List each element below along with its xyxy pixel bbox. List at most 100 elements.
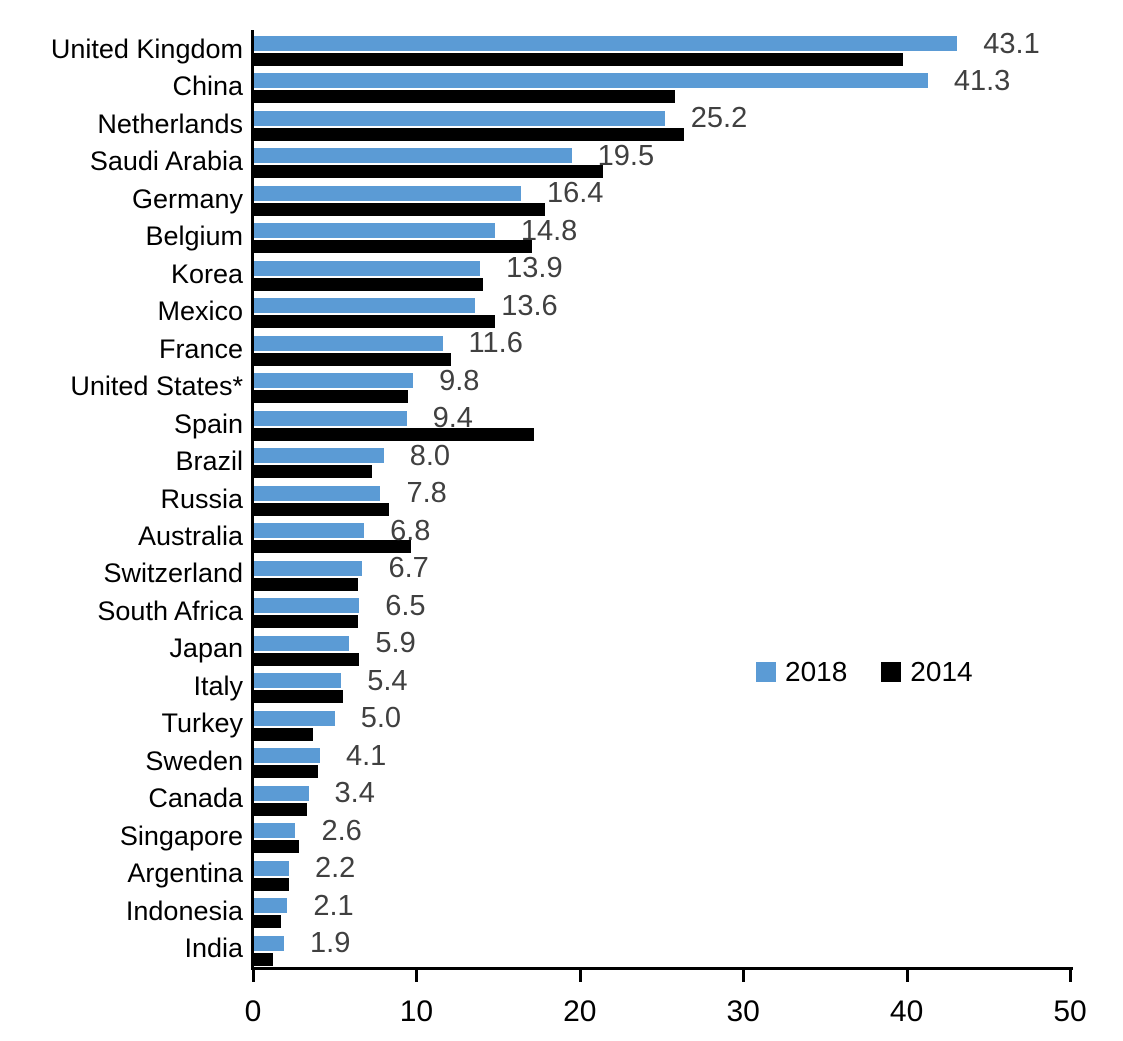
- category-label-spain: Spain: [173, 408, 243, 439]
- value-label-japan: 5.9: [375, 627, 416, 660]
- value-label-sweden: 4.1: [345, 739, 387, 772]
- legend-swatch-2014-icon: [881, 662, 902, 682]
- bar-2018-india: [253, 935, 285, 951]
- bar-2018-australia: [253, 523, 365, 539]
- bar-2018-united-states: [253, 373, 414, 389]
- bar-2018-south-africa: [253, 598, 360, 614]
- bar-2014-australia: [253, 540, 412, 554]
- category-label-australia: Australia: [137, 520, 243, 551]
- bar-2018-russia: [253, 485, 381, 501]
- bar-2014-korea: [253, 277, 484, 291]
- x-axis-tick-50: [1069, 970, 1072, 982]
- bar-2018-japan: [253, 635, 350, 651]
- value-label-saudi-arabia: 19.5: [597, 139, 655, 172]
- bar-2014-saudi-arabia: [253, 165, 603, 179]
- category-label-united-states: United States*: [70, 371, 243, 402]
- bar-2018-belgium: [253, 223, 495, 239]
- value-label-italy: 5.4: [367, 664, 408, 697]
- bar-2014-japan: [253, 652, 360, 666]
- bar-2014-turkey: [253, 727, 314, 741]
- x-axis-tick-label-50: 50: [1053, 995, 1087, 1028]
- bar-2018-argentina: [253, 860, 289, 876]
- category-label-brazil: Brazil: [175, 446, 243, 477]
- bar-2018-italy: [253, 673, 342, 689]
- category-label-germany: Germany: [131, 183, 243, 214]
- category-label-south-africa: South Africa: [97, 595, 243, 626]
- value-label-netherlands: 25.2: [690, 102, 748, 135]
- bar-2018-germany: [253, 185, 521, 201]
- value-label-russia: 7.8: [406, 477, 447, 510]
- value-label-india: 1.9: [310, 927, 351, 960]
- x-axis-tick-30: [742, 970, 746, 982]
- bar-2014-sweden: [253, 765, 319, 779]
- value-label-indonesia: 2.1: [313, 889, 354, 922]
- bar-2014-indonesia: [253, 915, 281, 929]
- x-axis-tick-10: [415, 970, 419, 982]
- bar-2018-united-kingdom: [253, 36, 958, 51]
- bar-2018-mexico: [253, 298, 476, 314]
- bar-2018-france: [253, 335, 443, 351]
- category-label-india: India: [184, 933, 243, 964]
- bar-2018-korea: [253, 260, 481, 276]
- bar-2018-indonesia: [253, 898, 288, 914]
- legend: 2018 2014: [756, 656, 973, 688]
- bar-2014-united-states: [253, 390, 409, 404]
- value-label-spain: 9.4: [432, 402, 473, 435]
- bar-2014-south-africa: [253, 615, 358, 629]
- bar-2018-brazil: [253, 448, 384, 464]
- value-label-canada: 3.4: [334, 777, 375, 810]
- bar-2014-spain: [253, 427, 535, 441]
- y-axis-line: [251, 30, 254, 970]
- bar-2014-russia: [253, 502, 389, 516]
- x-axis-tick-label-20: 20: [563, 995, 597, 1028]
- value-label-united-kingdom: 43.1: [983, 27, 1040, 60]
- category-label-turkey: Turkey: [161, 708, 243, 739]
- value-label-germany: 16.4: [546, 177, 604, 210]
- category-label-france: France: [158, 333, 243, 364]
- value-label-turkey: 5.0: [360, 702, 402, 735]
- x-axis-line: [251, 967, 1073, 970]
- bar-2018-canada: [253, 785, 309, 801]
- category-label-united-kingdom: United Kingdom: [50, 33, 243, 64]
- bar-2014-france: [253, 352, 451, 366]
- bar-2014-mexico: [253, 315, 495, 329]
- value-label-singapore: 2.6: [321, 814, 362, 847]
- bar-2018-turkey: [253, 710, 335, 726]
- bar-2014-belgium: [253, 240, 533, 254]
- bar-2014-india: [253, 952, 273, 966]
- bar-2018-sweden: [253, 748, 320, 764]
- x-axis-tick-label-0: 0: [244, 995, 262, 1028]
- bar-2014-switzerland: [253, 577, 358, 591]
- x-axis-tick-20: [578, 970, 582, 982]
- bar-2018-switzerland: [253, 560, 363, 576]
- value-label-switzerland: 6.7: [388, 552, 429, 585]
- value-label-united-states: 9.8: [439, 364, 480, 397]
- category-label-japan: Japan: [169, 633, 243, 664]
- value-label-argentina: 2.2: [314, 852, 356, 885]
- bar-2018-saudi-arabia: [253, 148, 572, 164]
- category-label-russia: Russia: [160, 483, 243, 514]
- value-label-south-africa: 6.5: [385, 589, 426, 622]
- category-label-korea: Korea: [170, 258, 243, 289]
- bar-2014-italy: [253, 690, 343, 704]
- bar-2014-canada: [253, 802, 307, 816]
- bar-2014-argentina: [253, 877, 289, 891]
- legend-label-2018: 2018: [785, 656, 848, 687]
- value-label-mexico: 13.6: [501, 289, 558, 322]
- category-label-mexico: Mexico: [157, 296, 243, 327]
- value-label-brazil: 8.0: [409, 439, 451, 472]
- bar-2014-singapore: [253, 840, 299, 854]
- bar-2014-united-kingdom: [253, 53, 904, 66]
- x-axis-tick-40: [905, 970, 909, 982]
- bar-2018-china: [253, 73, 928, 89]
- value-label-australia: 6.8: [390, 514, 431, 547]
- value-label-china: 41.3: [953, 64, 1011, 97]
- bar-2018-netherlands: [253, 110, 665, 126]
- bar-2018-spain: [253, 410, 407, 426]
- category-label-netherlands: Netherlands: [97, 108, 243, 139]
- category-label-indonesia: Indonesia: [125, 895, 243, 926]
- legend-label-2014: 2014: [910, 656, 973, 687]
- legend-item-2014: 2014: [881, 656, 973, 688]
- category-label-saudi-arabia: Saudi Arabia: [89, 146, 243, 177]
- x-axis-tick-0: [252, 970, 255, 982]
